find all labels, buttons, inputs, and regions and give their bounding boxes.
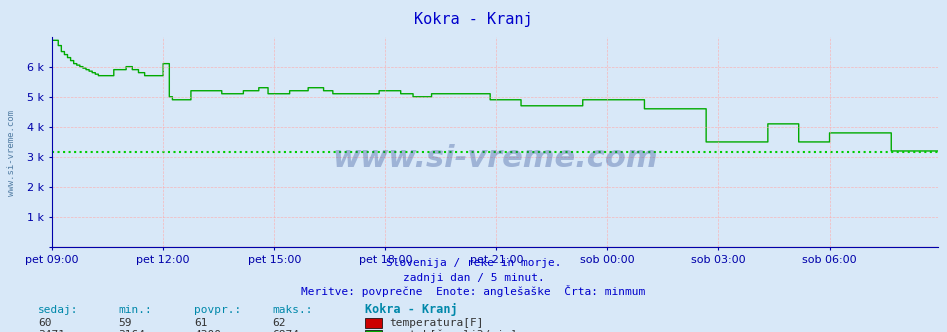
Text: 59: 59 [118,318,132,328]
Text: 62: 62 [273,318,286,328]
Text: 3471: 3471 [38,330,65,332]
Text: Kokra - Kranj: Kokra - Kranj [365,303,457,316]
Text: 3164: 3164 [118,330,146,332]
Text: 60: 60 [38,318,51,328]
Text: min.:: min.: [118,305,152,315]
Text: povpr.:: povpr.: [194,305,241,315]
Text: sedaj:: sedaj: [38,305,79,315]
Text: Meritve: povprečne  Enote: anglešaške  Črta: minmum: Meritve: povprečne Enote: anglešaške Črt… [301,286,646,297]
Text: www.si-vreme.com: www.si-vreme.com [7,110,16,196]
Text: temperatura[F]: temperatura[F] [389,318,484,328]
Text: 6874: 6874 [273,330,300,332]
Text: maks.:: maks.: [273,305,313,315]
Text: zadnji dan / 5 minut.: zadnji dan / 5 minut. [402,273,545,283]
Text: www.si-vreme.com: www.si-vreme.com [332,144,657,173]
Text: Slovenija / reke in morje.: Slovenija / reke in morje. [385,258,562,268]
Text: 4300: 4300 [194,330,222,332]
Text: 61: 61 [194,318,207,328]
Text: pretok[čevelj3/min]: pretok[čevelj3/min] [389,329,517,332]
Text: Kokra - Kranj: Kokra - Kranj [414,12,533,27]
